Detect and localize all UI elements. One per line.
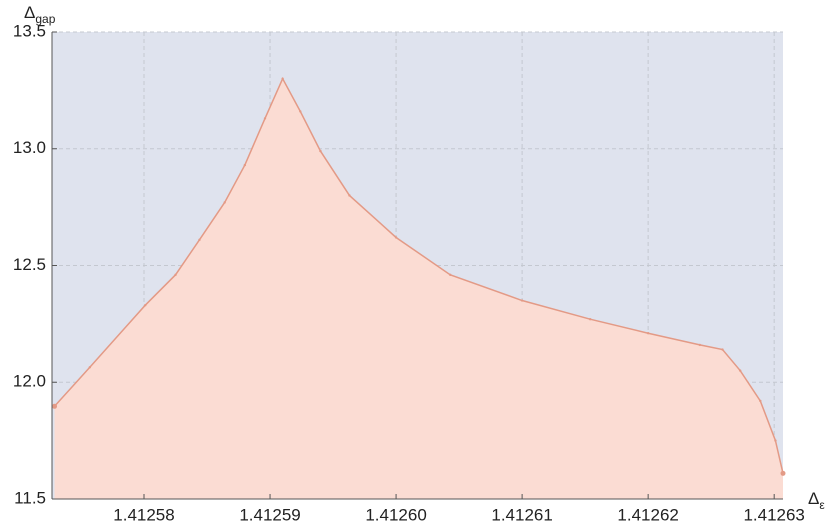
point: [299, 110, 302, 113]
x-tick-label: 1.41260: [365, 505, 426, 524]
plot-layer: [52, 31, 786, 500]
y-tick-label: 13.5: [13, 21, 46, 40]
point: [144, 303, 147, 307]
point: [281, 77, 284, 80]
point: [780, 470, 786, 476]
y-axis-label: Δgap: [24, 3, 56, 26]
x-tick-label: 1.41263: [743, 505, 804, 524]
y-tick-label: 13.0: [13, 138, 46, 157]
y-tick-label: 12.5: [13, 255, 46, 274]
point: [759, 399, 762, 403]
point: [174, 273, 177, 277]
point: [348, 194, 351, 197]
point: [738, 369, 742, 372]
point: [319, 149, 322, 153]
point: [198, 238, 201, 242]
point: [52, 403, 58, 409]
x-tick-label: 1.41259: [239, 505, 300, 524]
x-axis-label: Δε: [808, 489, 825, 512]
x-tick-label: 1.41262: [617, 505, 678, 524]
point: [243, 163, 247, 167]
point: [263, 117, 267, 120]
point: [721, 348, 724, 351]
point: [646, 332, 650, 335]
point: [394, 236, 398, 239]
point: [449, 273, 452, 277]
point: [698, 343, 702, 347]
point: [520, 299, 524, 302]
point: [223, 201, 226, 204]
point: [88, 366, 92, 369]
y-tick-label: 11.5: [14, 488, 46, 507]
area: [54, 78, 783, 499]
x-tick-label: 1.41258: [113, 505, 174, 524]
x-tick-label: 1.41261: [491, 505, 552, 524]
point: [588, 318, 592, 321]
y-tick-label: 12.0: [13, 372, 46, 391]
point: [774, 439, 777, 442]
